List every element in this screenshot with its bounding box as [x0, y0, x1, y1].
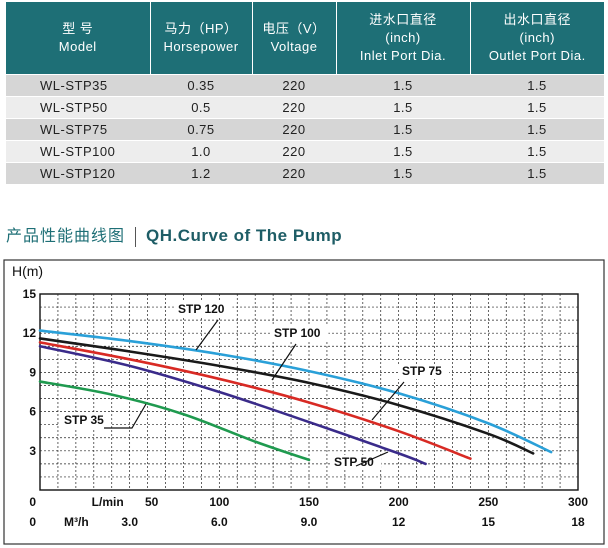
title-divider	[135, 226, 137, 247]
callout-leader-stp-120	[195, 319, 219, 351]
series-line-stp-35	[38, 380, 311, 462]
table-row: WL-STP50 0.5 220 1.5 1.5	[6, 96, 604, 119]
y-tick-label: 6	[29, 405, 36, 419]
series-line-stp-100	[38, 337, 535, 455]
header-outlet: 出水口直径 (inch) Outlet Port Dia.	[470, 2, 604, 75]
header-horsepower-en: Horsepower	[163, 39, 239, 54]
table-row: WL-STP100 1.0 220 1.5 1.5	[6, 140, 604, 163]
x2-tick-label: 9.0	[301, 515, 318, 529]
header-inlet-cn: 进水口直径	[369, 12, 437, 27]
cell-inlet: 1.5	[336, 140, 470, 163]
table-row: WL-STP75 0.75 220 1.5 1.5	[6, 118, 604, 141]
cell-model: WL-STP100	[6, 140, 150, 163]
callout-label-stp-75: STP 75	[402, 364, 442, 378]
cell-model: WL-STP75	[6, 118, 150, 141]
header-model-cn: 型 号	[62, 21, 94, 36]
cell-outlet: 1.5	[470, 162, 604, 184]
section-heading: 产品性能曲线图 QH.Curve of The Pump	[6, 224, 342, 248]
header-model: 型 号 Model	[6, 2, 151, 75]
series-line-stp-50	[38, 344, 427, 466]
callout-bg-stp-35	[60, 413, 112, 428]
x2-tick-label: 6.0	[211, 515, 228, 529]
cell-horsepower: 0.35	[150, 74, 252, 97]
table-row: WL-STP35 0.35 220 1.5 1.5	[6, 74, 604, 97]
callout-label-stp-100: STP 100	[274, 326, 321, 340]
cell-horsepower: 1.0	[150, 140, 252, 163]
x-tick-label: 100	[209, 495, 229, 509]
y-tick-label: 3	[29, 444, 36, 458]
y-tick-label: 0	[29, 495, 36, 509]
callout-label-stp-120: STP 120	[178, 302, 225, 316]
header-horsepower: 马力（HP） Horsepower	[150, 2, 253, 75]
x2-tick-label: 15	[482, 515, 496, 529]
section-title-en: QH.Curve of The Pump	[146, 226, 343, 245]
cell-outlet: 1.5	[470, 118, 604, 141]
callout-leader-stp-75	[371, 381, 405, 421]
header-inlet: 进水口直径 (inch) Inlet Port Dia.	[336, 2, 471, 75]
y-tick-label: 12	[23, 326, 37, 340]
cell-outlet: 1.5	[470, 74, 604, 97]
callout-bg-stp-120	[174, 302, 233, 317]
callout-bg-stp-100	[270, 326, 329, 341]
x2-tick-label: 0	[29, 515, 36, 529]
y-tick-label: 15	[23, 287, 37, 301]
cell-horsepower: 0.5	[150, 96, 252, 119]
header-outlet-en: Outlet Port Dia.	[488, 48, 586, 63]
callout-leader-stp-35	[104, 403, 147, 429]
x-tick-label: 150	[299, 495, 319, 509]
y-tick-label: 9	[29, 365, 36, 379]
cell-horsepower: 0.75	[150, 118, 252, 141]
series-line-stp-75	[38, 341, 472, 460]
table-row: WL-STP120 1.2 220 1.5 1.5	[6, 162, 604, 184]
x-axis-label: L/min	[92, 495, 124, 509]
series-line-stp-120	[38, 329, 553, 454]
chart-series	[38, 329, 553, 466]
cell-outlet: 1.5	[470, 96, 604, 119]
callout-bg-stp-50	[330, 455, 382, 470]
cell-horsepower: 1.2	[150, 162, 252, 184]
cell-voltage: 220	[252, 140, 336, 163]
chart-border	[3, 259, 605, 545]
x2-tick-label: 12	[392, 515, 406, 529]
x-tick-label: 200	[389, 495, 409, 509]
cell-voltage: 220	[252, 162, 336, 184]
header-outlet-cn: 出水口直径	[503, 12, 571, 27]
header-voltage-cn: 电压（V）	[262, 21, 326, 36]
header-voltage: 电压（V） Voltage	[252, 2, 337, 75]
header-voltage-en: Voltage	[270, 39, 318, 54]
cell-voltage: 220	[252, 96, 336, 119]
x-tick-label: 250	[478, 495, 498, 509]
cell-voltage: 220	[252, 118, 336, 141]
section-title-cn: 产品性能曲线图	[6, 228, 126, 245]
cell-inlet: 1.5	[336, 96, 470, 119]
callout-leader-stp-100	[271, 343, 297, 381]
x2-axis-label: M³/h	[64, 515, 89, 529]
x2-tick-label: 3.0	[121, 515, 138, 529]
spec-table: 型 号 Model 马力（HP） Horsepower 电压（V） Voltag…	[6, 2, 604, 184]
callout-label-stp-35: STP 35	[64, 413, 104, 427]
cell-inlet: 1.5	[336, 118, 470, 141]
header-model-en: Model	[58, 39, 97, 54]
header-inlet-en: Inlet Port Dia.	[359, 48, 447, 63]
cell-inlet: 1.5	[336, 74, 470, 97]
cell-inlet: 1.5	[336, 162, 470, 184]
callout-leader-stp-50	[355, 451, 389, 467]
header-horsepower-cn: 马力（HP）	[164, 21, 238, 36]
table-header-row: 型 号 Model 马力（HP） Horsepower 电压（V） Voltag…	[6, 2, 604, 75]
cell-model: WL-STP120	[6, 162, 150, 184]
callout-label-stp-50: STP 50	[334, 455, 374, 469]
cell-outlet: 1.5	[470, 140, 604, 163]
x-tick-label: 300	[568, 495, 588, 509]
x2-tick-label: 18	[571, 515, 585, 529]
callout-bg-stp-75	[398, 364, 450, 379]
cell-model: WL-STP50	[6, 96, 150, 119]
x-tick-label: 50	[145, 495, 159, 509]
y-axis-label: H(m)	[12, 263, 43, 279]
header-inlet-unit: (inch)	[385, 30, 421, 45]
cell-model: WL-STP35	[6, 74, 150, 97]
cell-voltage: 220	[252, 74, 336, 97]
header-outlet-unit: (inch)	[519, 30, 555, 45]
